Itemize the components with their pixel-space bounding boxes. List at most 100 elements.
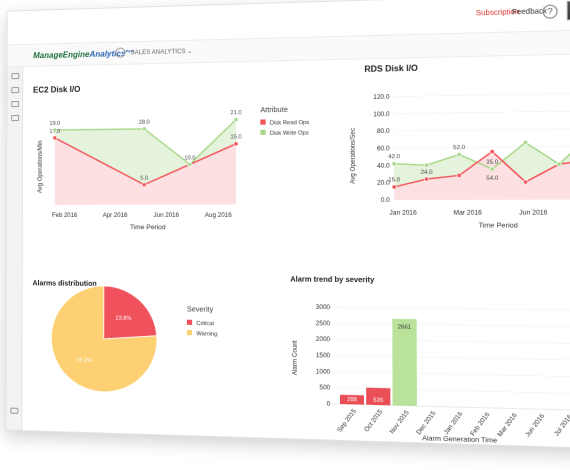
- bar-x-tick-label: Mar 2016: [497, 412, 520, 438]
- bar-gridline: [336, 307, 570, 310]
- bar-title: Alarm trend by severity: [290, 276, 374, 284]
- bar-ylabel: Alarm Count: [292, 340, 299, 375]
- ec2-read-point[interactable]: [53, 136, 57, 140]
- ec2-write-data-label: 21.0: [230, 110, 241, 116]
- rds-chart: RDS Disk I/O Avg Operations/Sec Time Per…: [350, 60, 570, 230]
- pie-legend-warning-swatch[interactable]: [187, 330, 192, 335]
- ec2-legend-read-swatch[interactable]: [260, 119, 265, 124]
- rds-read-point[interactable]: [392, 185, 396, 189]
- bar-gridline: [336, 323, 570, 327]
- ec2-title: EC2 Disk I/O: [33, 85, 80, 95]
- ec2-legend-write[interactable]: Disk Write Ops: [270, 130, 309, 137]
- rds-y-tick-label: 60.0: [377, 146, 391, 153]
- bar-y-tick-label: 3000: [316, 305, 331, 312]
- ec2-read-data-label: 10.0: [184, 155, 195, 161]
- rds-write-data-label: 54.0: [486, 175, 498, 182]
- ec2-read-point[interactable]: [234, 142, 238, 146]
- bar-x-tick-label: Sep 2015: [337, 408, 359, 434]
- ec2-write-point[interactable]: [53, 128, 57, 132]
- rds-y-tick-label: 40.0: [377, 163, 391, 169]
- bar-y-tick-label: 1000: [316, 369, 331, 376]
- ec2-write-point[interactable]: [142, 127, 146, 131]
- rds-y-tick-label: 100.0: [373, 112, 390, 119]
- ec2-read-point[interactable]: [142, 183, 146, 187]
- rds-read-point[interactable]: [424, 177, 428, 181]
- bar-gridline: [336, 372, 570, 377]
- app-window: Subscription Feedback ? ManageEngineAnal…: [5, 0, 570, 449]
- rds-gridline: [394, 129, 570, 131]
- bar-x-tick-label: Jun 2016: [525, 413, 547, 439]
- bar-x-tick-label: Feb 2016: [470, 411, 492, 437]
- dashboard-canvas: EC2 Disk I/O Avg Operations/Min Time Per…: [6, 54, 570, 449]
- bar-x-tick-label: Jul 2016: [554, 413, 570, 437]
- rds-read-point[interactable]: [523, 180, 528, 184]
- bar-data-label: 288: [347, 397, 357, 404]
- rds-read-data-label: 24.0: [421, 169, 433, 175]
- ec2-x-tick-label: Apr 2016: [103, 213, 128, 219]
- alarm-trend-chart: Alarm trend by severity Alarm Count Alar…: [290, 276, 570, 448]
- help-icon[interactable]: ?: [543, 4, 558, 18]
- pie-legend-critical[interactable]: Critical: [196, 321, 214, 328]
- bar-nov-2015[interactable]: [392, 319, 417, 406]
- rds-write-data-label: 35.0: [486, 159, 498, 166]
- rds-x-tick-label: Jan 2016: [390, 210, 418, 216]
- ec2-chart: EC2 Disk I/O Avg Operations/Min Time Per…: [33, 80, 310, 231]
- rds-xlabel: Time Period: [478, 222, 518, 230]
- ec2-legend-write-swatch[interactable]: [260, 130, 265, 135]
- rds-write-point[interactable]: [557, 162, 562, 166]
- bar-x-tick-label: Nov 2015: [389, 409, 411, 435]
- bar-gridline: [336, 355, 570, 360]
- ec2-xlabel: Time Period: [130, 224, 166, 231]
- ec2-x-tick-label: Aug 2016: [205, 213, 233, 219]
- ec2-write-point[interactable]: [188, 162, 192, 166]
- rds-gridline: [394, 111, 570, 114]
- rds-ylabel: Avg Operations/Sec: [350, 128, 357, 184]
- bar-data-label: 526: [373, 397, 383, 404]
- rds-write-point[interactable]: [490, 167, 495, 171]
- pie-slice-critical[interactable]: [104, 286, 157, 340]
- bar-xlabel: Alarm Generation Time: [422, 435, 498, 445]
- chevron-down-icon: ⌄: [187, 49, 192, 55]
- bar-x-tick-label: Jan 2016: [443, 410, 465, 436]
- rds-read-point[interactable]: [457, 173, 461, 177]
- alarms-pie-chart: Alarms distribution 23.8%76.2% Severity …: [32, 280, 217, 394]
- rds-gridline: [394, 93, 570, 96]
- bar-y-tick-label: 0: [327, 402, 331, 408]
- rds-x-tick-label: Jun 2016: [519, 210, 548, 217]
- rds-write-data-label: 42.0: [388, 154, 400, 160]
- rds-y-tick-label: 120.0: [373, 94, 390, 101]
- ec2-write-point[interactable]: [234, 117, 238, 121]
- rds-read-data-label: 15.0: [388, 177, 400, 183]
- rds-x-tick-label: Mar 2016: [453, 210, 482, 216]
- ec2-legend-title: Attribute: [260, 107, 288, 115]
- pie-legend-title: Severity: [187, 306, 214, 314]
- pie-legend-warning[interactable]: Warning: [196, 331, 217, 338]
- rds-write-point[interactable]: [523, 140, 528, 144]
- bar-y-tick-label: 500: [319, 385, 331, 392]
- rds-gridline: [394, 146, 570, 148]
- bar-y-tick-label: 2000: [316, 337, 331, 344]
- rds-write-point[interactable]: [392, 162, 396, 166]
- ec2-read-data-label: 5.0: [140, 175, 148, 181]
- rds-write-data-label: 52.0: [453, 145, 465, 152]
- rds-y-tick-label: 80.0: [377, 129, 391, 136]
- rds-read-point[interactable]: [490, 149, 495, 153]
- pie-title: Alarms distribution: [33, 280, 97, 288]
- ec2-x-tick-label: Feb 2016: [52, 213, 78, 219]
- rds-write-point[interactable]: [424, 163, 428, 167]
- workspace-selector[interactable]: SALES ANALYTICS ⌄: [131, 48, 193, 57]
- logo-text-manageengine: ManageEngine: [33, 50, 89, 60]
- bar-x-tick-label: Oct 2015: [364, 408, 385, 433]
- workspace-label: SALES ANALYTICS: [131, 49, 186, 56]
- ec2-ylabel: Avg Operations/Min: [38, 140, 44, 193]
- rds-y-tick-label: 0.0: [381, 198, 391, 204]
- bar-gridline: [336, 339, 570, 343]
- pie-legend-critical-swatch[interactable]: [187, 320, 192, 325]
- bar-y-tick-label: 1500: [316, 353, 331, 360]
- bar-x-tick-label: Dec 2015: [416, 410, 438, 436]
- ec2-legend-read[interactable]: Disk Read Ops: [270, 120, 310, 127]
- rds-write-point[interactable]: [457, 152, 461, 156]
- pie-slice-label: 23.8%: [116, 316, 132, 322]
- pie-slice-label: 76.2%: [76, 358, 92, 364]
